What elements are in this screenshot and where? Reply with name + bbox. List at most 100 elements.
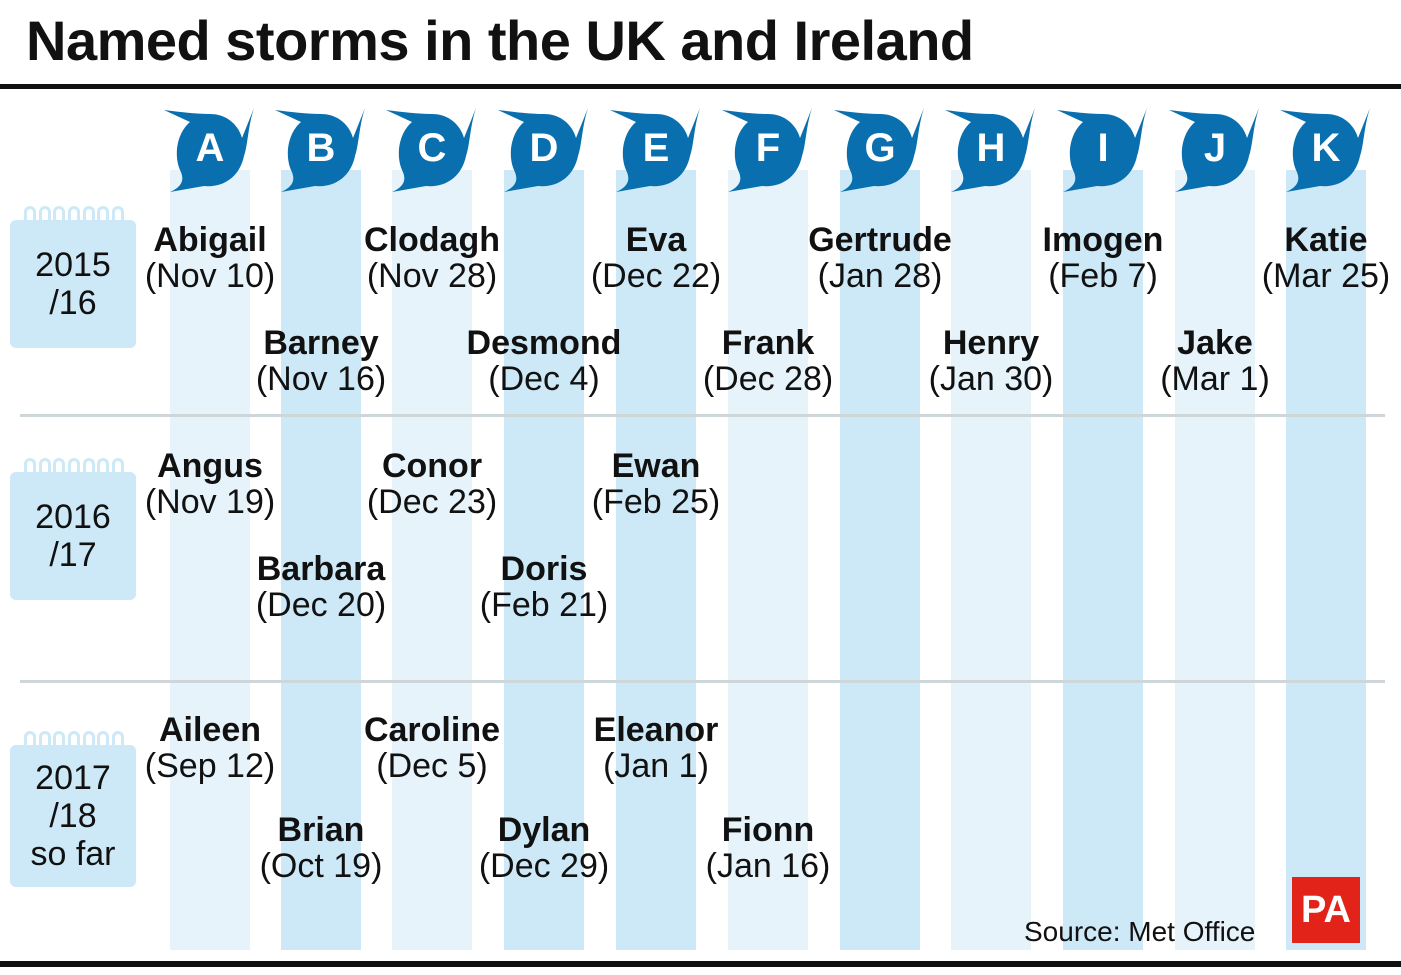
storm-name: Gertrude <box>808 221 952 259</box>
storm-name: Imogen <box>1042 221 1164 259</box>
storm-letter: C <box>417 126 447 170</box>
page-title: Named storms in the UK and Ireland <box>26 9 974 72</box>
storm-entry: Dylan (Dec 29) <box>414 812 674 884</box>
storm-icon: G <box>832 104 928 196</box>
storm-letter: A <box>195 126 225 170</box>
storm-name: Barbara <box>256 550 386 588</box>
storm-date: (Dec 4) <box>488 360 600 398</box>
storm-letter: E <box>642 126 670 170</box>
source-note: Source: Met Office <box>1024 916 1256 947</box>
storm-name: Brian <box>277 811 365 849</box>
storm-entry: Gertrude (Jan 28) <box>750 222 1010 294</box>
storm-entry: Brian (Oct 19) <box>191 812 451 884</box>
storm-date: (Nov 16) <box>255 360 387 398</box>
column-stripe-b <box>281 170 361 950</box>
storm-letter: J <box>1203 126 1227 170</box>
storm-date: (Jan 1) <box>603 747 709 785</box>
storm-name: Jake <box>1177 324 1253 362</box>
storm-entry: Abigail (Nov 10) <box>80 222 340 294</box>
storm-icon: B <box>273 104 369 196</box>
column-stripe-d <box>504 170 584 950</box>
storm-name: Eva <box>625 221 687 259</box>
storm-icon: A <box>162 104 258 196</box>
storm-icon: K <box>1278 104 1374 196</box>
column-stripe-j <box>1175 170 1255 950</box>
column-stripe-i <box>1063 170 1143 950</box>
storm-icon: I <box>1055 104 1151 196</box>
storm-letter: K <box>1311 126 1341 170</box>
column-stripe-g <box>840 170 920 950</box>
storm-entry: Katie (Mar 25) <box>1196 222 1401 294</box>
storm-name: Angus <box>157 447 263 485</box>
season-label: 2016/17 <box>35 498 111 574</box>
season-label: 2015/16 <box>35 246 111 322</box>
storm-date: (Nov 10) <box>144 257 276 295</box>
storm-name: Henry <box>942 324 1040 362</box>
bottom-rule <box>0 961 1401 967</box>
storm-date: (Dec 5) <box>376 747 488 785</box>
storm-entry: Frank (Dec 28) <box>638 325 898 397</box>
storm-entry: Barbara (Dec 20) <box>191 551 451 623</box>
storm-date: (Nov 19) <box>144 483 276 521</box>
storm-date: (Sep 12) <box>144 747 276 785</box>
storm-letter: I <box>1097 126 1109 170</box>
storm-date: (Dec 22) <box>590 257 722 295</box>
storm-entry: Desmond (Dec 4) <box>414 325 674 397</box>
storm-letter: H <box>976 126 1006 170</box>
storm-name: Doris <box>500 550 588 588</box>
row-divider <box>20 414 1385 417</box>
storm-entry: Imogen (Feb 7) <box>973 222 1233 294</box>
storm-entry: Jake (Mar 1) <box>1085 325 1345 397</box>
column-stripe-f <box>728 170 808 950</box>
storm-name: Conor <box>381 447 483 485</box>
storm-icon: C <box>384 104 480 196</box>
storm-entry: Henry (Jan 30) <box>861 325 1121 397</box>
storm-name: Eleanor <box>593 711 719 749</box>
storm-date: (Jan 16) <box>705 847 831 885</box>
storm-date: (Dec 28) <box>702 360 834 398</box>
storm-entry: Eva (Dec 22) <box>526 222 786 294</box>
storm-letter: D <box>529 126 559 170</box>
season-label: 2017/18 so far <box>30 759 116 873</box>
storm-date: (Dec 23) <box>366 483 498 521</box>
storm-icon: E <box>608 104 704 196</box>
storm-name: Ewan <box>611 447 701 485</box>
storm-name: Caroline <box>363 711 501 749</box>
storm-date: (Oct 19) <box>259 847 383 885</box>
storm-entry: Barney (Nov 16) <box>191 325 451 397</box>
storm-date: (Nov 28) <box>366 257 498 295</box>
storm-entry: Ewan (Feb 25) <box>526 448 786 520</box>
storm-entry: Conor (Dec 23) <box>302 448 562 520</box>
column-stripe-e <box>616 170 696 950</box>
storm-entry: Doris (Feb 21) <box>414 551 674 623</box>
storm-date: (Mar 25) <box>1261 257 1391 295</box>
top-rule <box>0 84 1401 89</box>
storm-name: Abigail <box>153 221 267 259</box>
storm-date: (Feb 21) <box>479 586 609 624</box>
storm-icon: J <box>1167 104 1263 196</box>
storm-name: Katie <box>1284 221 1368 259</box>
storm-icon: D <box>496 104 592 196</box>
storm-entry: Angus (Nov 19) <box>80 448 340 520</box>
pa-logo: PA <box>1292 877 1360 943</box>
storm-entry: Aileen (Sep 12) <box>80 712 340 784</box>
storm-letter: G <box>864 126 896 170</box>
storm-name: Desmond <box>466 324 622 362</box>
storm-date: (Jan 28) <box>817 257 943 295</box>
column-stripe-k <box>1286 170 1366 950</box>
storm-date: (Mar 1) <box>1160 360 1270 398</box>
storm-name: Aileen <box>158 711 262 749</box>
storm-name: Clodagh <box>364 221 500 259</box>
storm-entry: Caroline (Dec 5) <box>302 712 562 784</box>
storm-date: (Jan 30) <box>928 360 1054 398</box>
storm-letter: B <box>306 126 336 170</box>
storm-name: Barney <box>263 324 379 362</box>
storm-date: (Feb 25) <box>591 483 721 521</box>
storm-date: (Dec 29) <box>478 847 610 885</box>
storm-name: Dylan <box>497 811 591 849</box>
storm-icon: H <box>943 104 1039 196</box>
column-stripe-c <box>392 170 472 950</box>
storm-entry: Clodagh (Nov 28) <box>302 222 562 294</box>
storm-date: (Dec 20) <box>255 586 387 624</box>
